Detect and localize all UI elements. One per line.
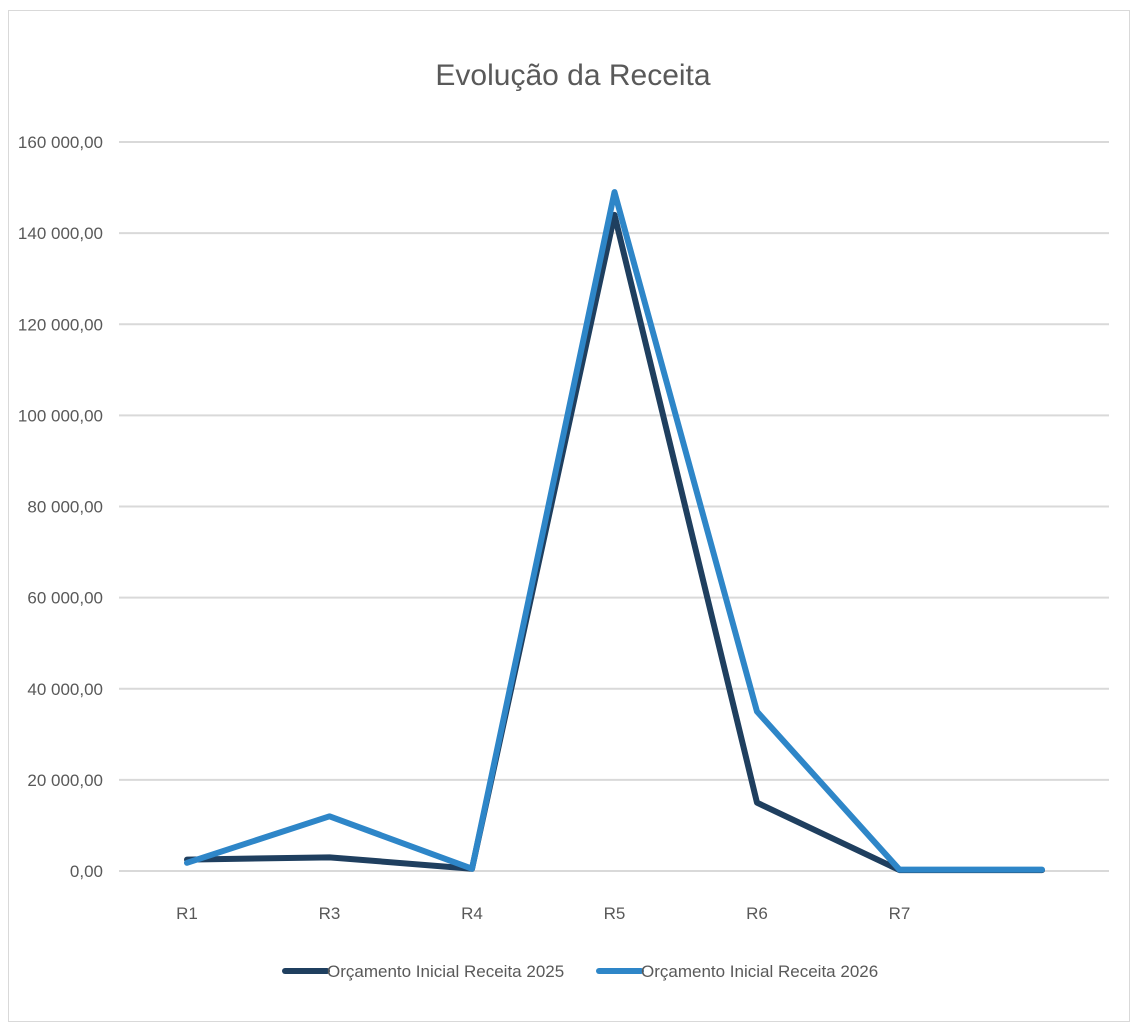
y-tick-label: 80 000,00 xyxy=(27,498,103,517)
legend-label-1: Orçamento Inicial Receita 2025 xyxy=(327,962,564,981)
legend-label-2: Orçamento Inicial Receita 2026 xyxy=(641,962,878,981)
x-tick-label: R1 xyxy=(176,904,198,923)
legend: Orçamento Inicial Receita 2025 Orçamento … xyxy=(282,962,878,981)
y-tick-label: 60 000,00 xyxy=(27,589,103,608)
y-tick-label: 0,00 xyxy=(70,862,103,881)
y-tick-label: 140 000,00 xyxy=(18,224,103,243)
x-tick-label: R4 xyxy=(461,904,483,923)
x-tick-label: R5 xyxy=(604,904,626,923)
x-tick-label: R7 xyxy=(889,904,911,923)
series-line-2 xyxy=(184,189,1045,873)
y-tick-label: 100 000,00 xyxy=(18,406,103,425)
series-line-1 xyxy=(184,211,1045,874)
y-axis-tick-labels: 0,00 20 000,00 40 000,00 60 000,00 80 000,00… xyxy=(18,133,103,881)
x-axis-tick-labels: R1 R3 R4 R5 R6 R7 xyxy=(176,904,910,923)
y-tick-label: 120 000,00 xyxy=(18,315,103,334)
y-tick-label: 20 000,00 xyxy=(27,771,103,790)
x-tick-label: R3 xyxy=(319,904,341,923)
x-tick-label: R6 xyxy=(746,904,768,923)
chart-svg: Evolução da Receita 0,00 20 000,00 40 000,… xyxy=(18,59,1109,981)
y-tick-label: 160 000,00 xyxy=(18,133,103,152)
chart-area: Evolução da Receita 0,00 20 000,00 40 000,… xyxy=(8,10,1130,1022)
gridlines xyxy=(119,141,1109,872)
series-lines xyxy=(184,189,1045,874)
chart-title: Evolução da Receita xyxy=(435,59,710,92)
y-tick-label: 40 000,00 xyxy=(27,680,103,699)
